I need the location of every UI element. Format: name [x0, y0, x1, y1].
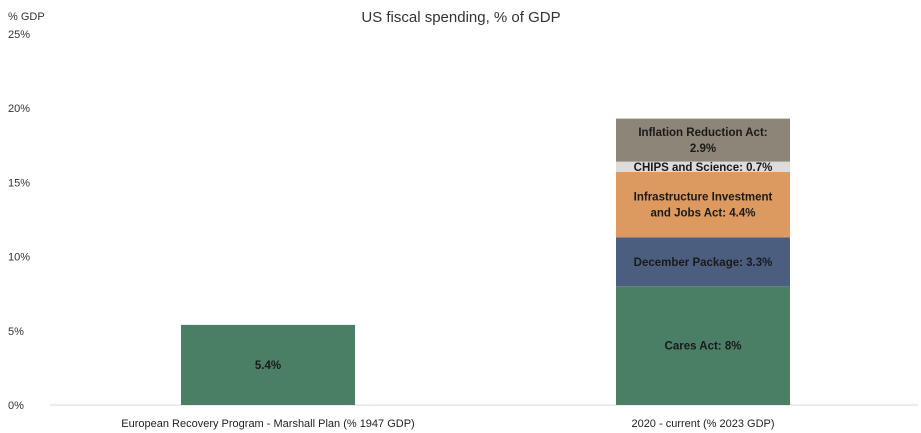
data-label: CHIPS and Science: 0.7% — [634, 162, 773, 174]
chart-title: US fiscal spending, % of GDP — [361, 9, 560, 26]
data-label: December Package: 3.3% — [634, 257, 773, 269]
y-tick-label: 15% — [8, 177, 30, 189]
data-label: and Jobs Act: 4.4% — [650, 208, 755, 220]
y-tick-label: 20% — [8, 103, 30, 115]
data-label: Cares Act: 8% — [665, 341, 742, 353]
bar-segment — [616, 161, 790, 173]
bar-segment — [616, 286, 790, 405]
y-unit-label: % GDP — [8, 11, 45, 23]
bars: 5.4% Cares Act: 8% December Package: 3.3% I… — [181, 118, 790, 405]
data-label: Infrastructure Investment — [634, 192, 773, 204]
y-tick-label: 0% — [8, 400, 24, 412]
data-label: 5.4% — [255, 360, 281, 372]
bar-segment — [616, 237, 790, 287]
y-axis: 0% 5% 10% 15% 20% 25% — [8, 29, 30, 412]
category-label: 2020 - current (% 2023 GDP) — [631, 418, 774, 430]
x-axis: European Recovery Program - Marshall Pla… — [121, 418, 774, 430]
category-label: European Recovery Program - Marshall Pla… — [121, 418, 414, 430]
y-tick-label: 25% — [8, 29, 30, 41]
data-label: 2.9% — [690, 143, 716, 155]
y-tick-label: 10% — [8, 252, 30, 264]
bar-segment — [616, 118, 790, 162]
bar-segment — [181, 324, 355, 405]
y-tick-label: 5% — [8, 326, 24, 338]
bar-segment — [616, 172, 790, 238]
data-label: Inflation Reduction Act: — [638, 127, 767, 139]
